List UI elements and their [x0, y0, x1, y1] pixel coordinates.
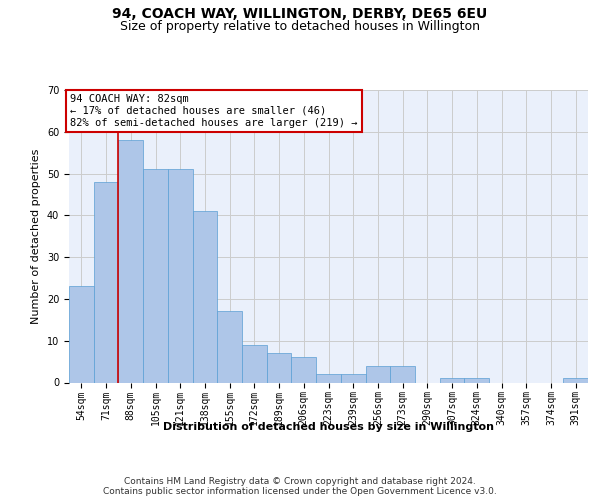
Text: Distribution of detached houses by size in Willington: Distribution of detached houses by size … [163, 422, 494, 432]
Bar [365, 366, 390, 382]
Bar [94, 182, 118, 382]
Bar [563, 378, 588, 382]
Bar [440, 378, 464, 382]
Bar [464, 378, 489, 382]
Text: Size of property relative to detached houses in Willington: Size of property relative to detached ho… [120, 20, 480, 33]
Text: 94 COACH WAY: 82sqm
← 17% of detached houses are smaller (46)
82% of semi-detach: 94 COACH WAY: 82sqm ← 17% of detached ho… [70, 94, 358, 128]
Bar [267, 353, 292, 382]
Bar [69, 286, 94, 382]
Bar [118, 140, 143, 382]
Bar [193, 211, 217, 382]
Bar [390, 366, 415, 382]
Bar [316, 374, 341, 382]
Bar [217, 312, 242, 382]
Bar [341, 374, 365, 382]
Bar [168, 170, 193, 382]
Bar [143, 170, 168, 382]
Text: Contains HM Land Registry data © Crown copyright and database right 2024.
Contai: Contains HM Land Registry data © Crown c… [103, 476, 497, 496]
Text: 94, COACH WAY, WILLINGTON, DERBY, DE65 6EU: 94, COACH WAY, WILLINGTON, DERBY, DE65 6… [112, 8, 488, 22]
Y-axis label: Number of detached properties: Number of detached properties [31, 148, 41, 324]
Bar [292, 358, 316, 382]
Bar [242, 345, 267, 383]
